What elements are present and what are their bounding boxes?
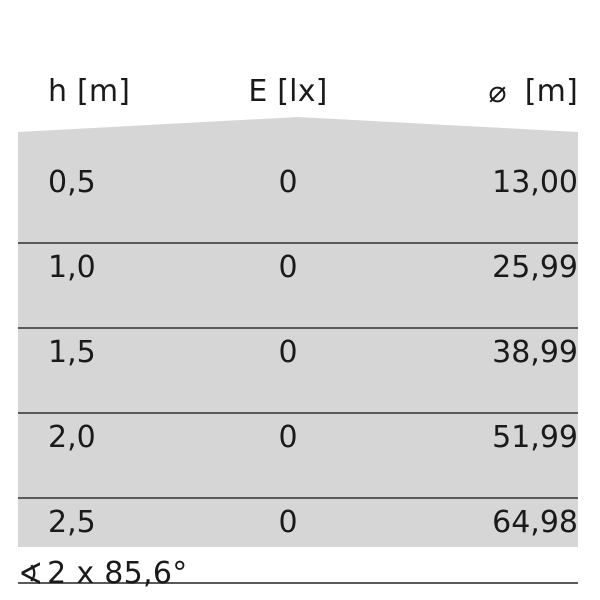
table-body: 0,5 0 13,00 1,0 0 25,99 1,5 0 38,99 2,0 … (0, 159, 600, 584)
table-row: 1,5 0 38,99 (0, 329, 600, 414)
cell-diameter: 51,99 (492, 420, 578, 455)
beam-angle-symbol-icon: ∢ (18, 557, 44, 592)
row-divider (18, 412, 578, 414)
column-header-illuminance: E [lx] (248, 73, 328, 109)
cell-illuminance: 0 (278, 420, 298, 455)
column-header-height: h [m] (48, 73, 131, 109)
cell-height: 1,0 (48, 250, 96, 285)
cell-diameter: 13,00 (492, 165, 578, 200)
column-header-diameter-label: [m] (524, 73, 578, 109)
table-row: 2,5 0 64,98 (0, 499, 600, 584)
diameter-symbol-icon: ⌀ (488, 74, 507, 110)
cell-diameter: 64,98 (492, 505, 578, 540)
cell-illuminance: 0 (278, 335, 298, 370)
table-row: 0,5 0 13,00 (0, 159, 600, 244)
row-divider (18, 582, 578, 584)
cell-diameter: 25,99 (492, 250, 578, 285)
cell-illuminance: 0 (278, 505, 298, 540)
cell-height: 1,5 (48, 335, 96, 370)
cell-illuminance: 0 (278, 165, 298, 200)
table-row: 2,0 0 51,99 (0, 414, 600, 499)
cell-height: 2,5 (48, 505, 96, 540)
table-header-row: h [m] E [lx] ⌀ [m] (0, 68, 600, 114)
table-row: 1,0 0 25,99 (0, 244, 600, 329)
beam-angle-footer: ∢ 2 x 85,6° (18, 550, 578, 596)
row-divider (18, 242, 578, 244)
cell-height: 2,0 (48, 420, 96, 455)
cell-diameter: 38,99 (492, 335, 578, 370)
cell-illuminance: 0 (278, 250, 298, 285)
row-divider (18, 497, 578, 499)
column-header-diameter: ⌀ [m] (378, 74, 600, 109)
row-divider (18, 327, 578, 329)
beam-angle-value: 2 x 85,6° (47, 555, 188, 591)
cell-height: 0,5 (48, 165, 96, 200)
